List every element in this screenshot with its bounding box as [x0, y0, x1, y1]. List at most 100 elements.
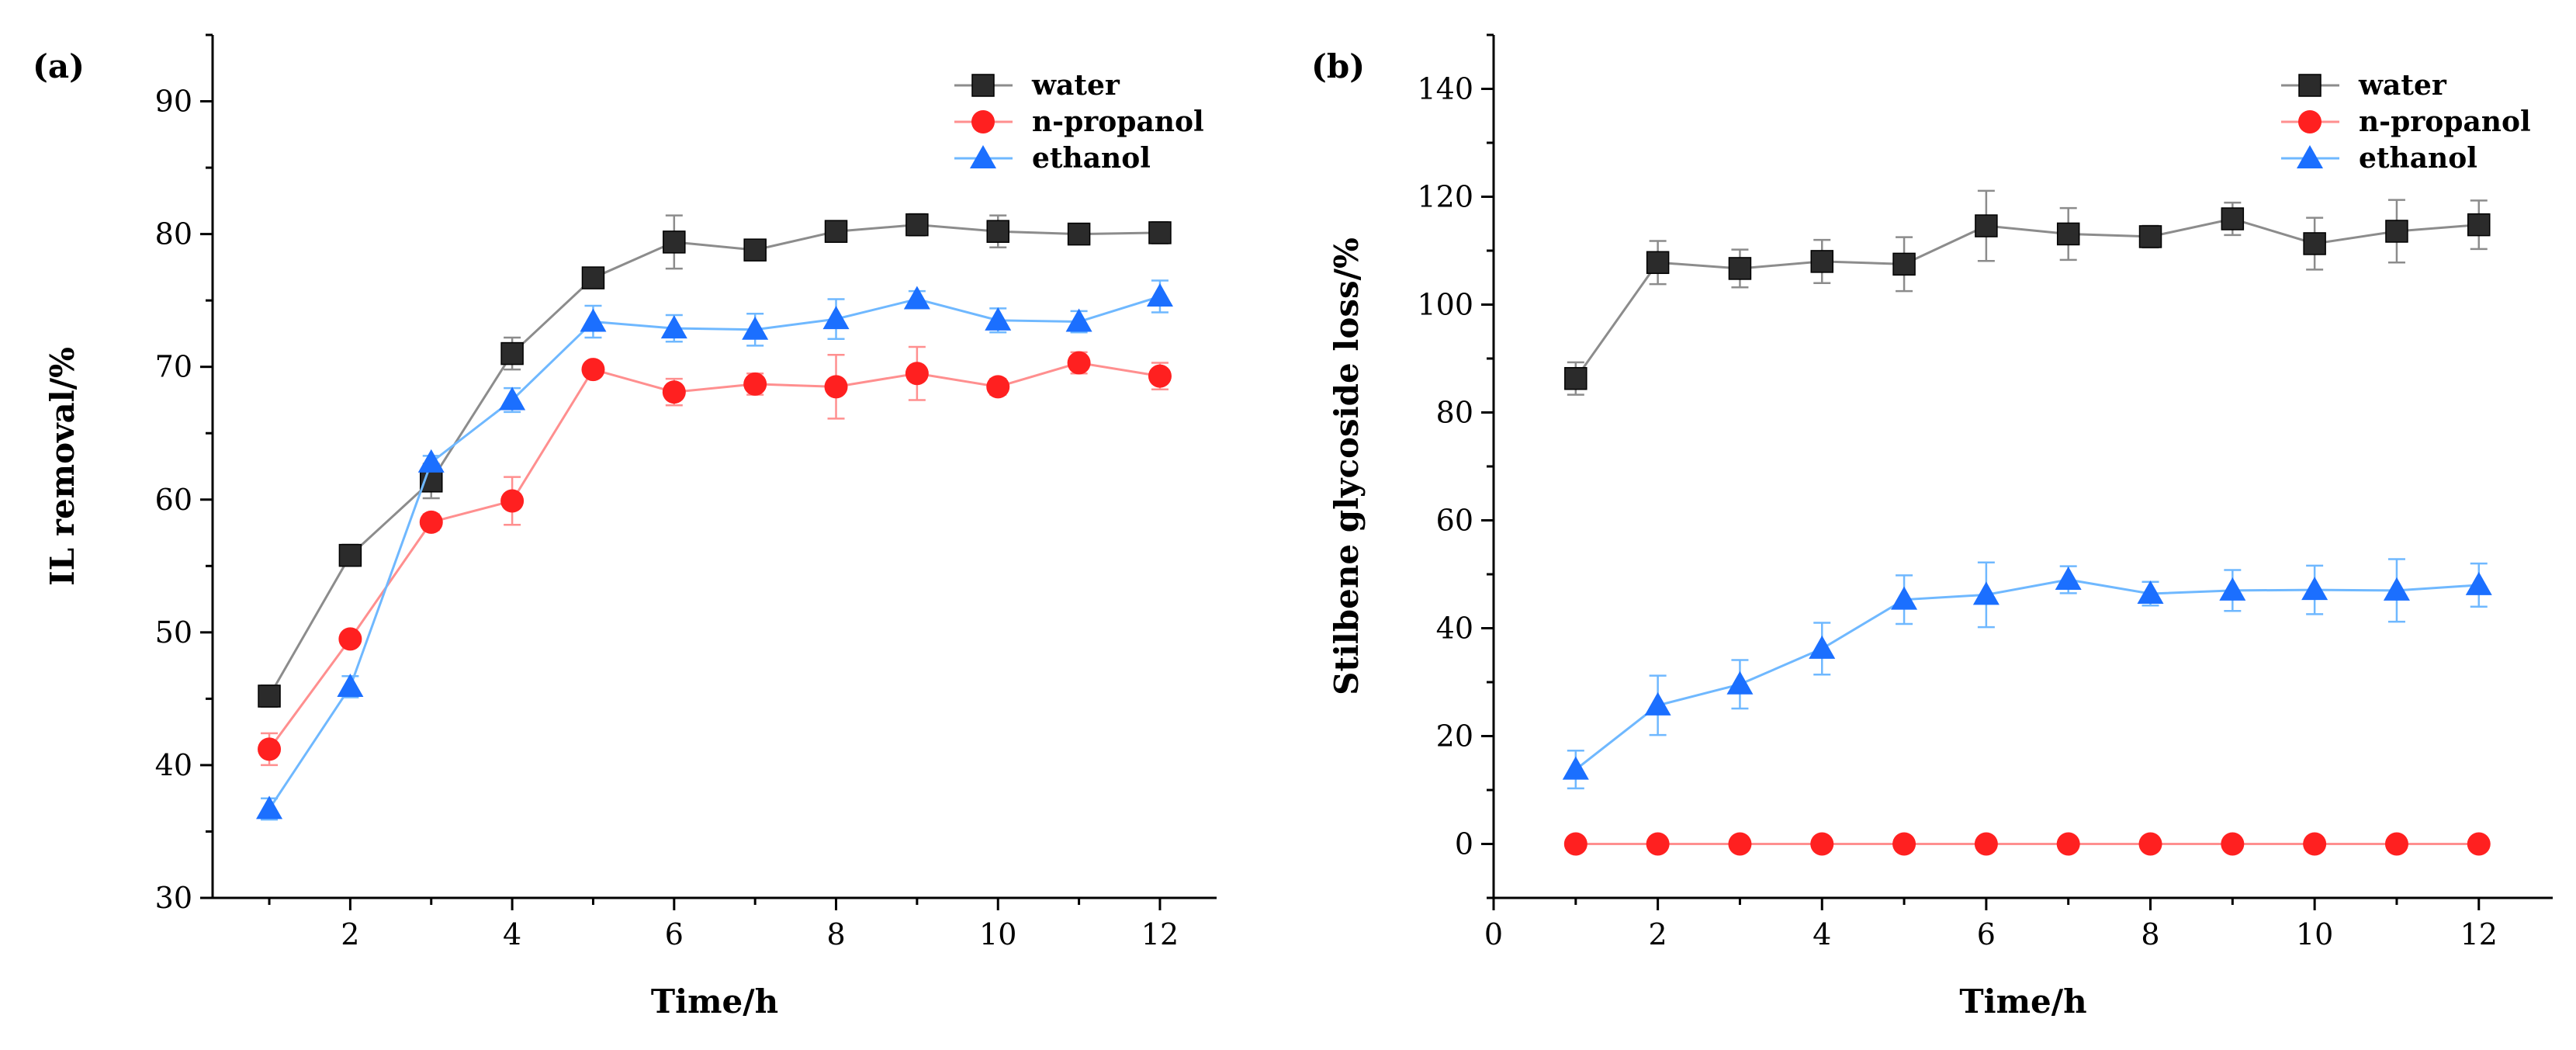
data-point-ethanol [1065, 308, 1092, 332]
data-point-ethanol [1644, 691, 1671, 716]
data-point-water [1975, 214, 1998, 237]
y-tick-label: 40 [155, 748, 192, 782]
series-line-water [268, 224, 1160, 697]
data-point-npropanol [419, 510, 443, 534]
data-point-ethanol [822, 306, 850, 330]
y-tick-label: 20 [1436, 719, 1473, 754]
series-line-ethanol [1574, 578, 2479, 771]
y-tick-label: 60 [155, 483, 192, 517]
y-tick-label: 90 [155, 85, 192, 119]
data-point-water [1810, 250, 1834, 273]
legend: water n-propanol ethanol [2281, 69, 2531, 175]
data-point-water [663, 230, 686, 254]
series-ethanol [1562, 558, 2492, 790]
x-tick-label: 4 [503, 917, 521, 951]
series-line-npropanol [268, 362, 1161, 750]
data-point-npropanol [500, 489, 525, 513]
data-point-ethanol [256, 795, 283, 820]
data-point-ethanol [2219, 577, 2246, 601]
data-point-ethanol [660, 315, 687, 339]
y-tick-label: 140 [1417, 72, 1473, 106]
data-point-npropanol [2138, 832, 2162, 856]
data-point-water [1564, 366, 1587, 390]
data-point-npropanol [1810, 832, 1834, 856]
x-tick-label: 10 [979, 917, 1016, 951]
data-point-npropanol [662, 380, 686, 404]
legend-marker-npropanol [2298, 110, 2322, 133]
x-tick-label: 0 [1484, 917, 1503, 951]
legend-marker-water [971, 74, 995, 97]
y-tick-label: 80 [1436, 396, 1473, 430]
data-point-npropanol [1974, 832, 1998, 856]
data-point-npropanol [581, 358, 605, 382]
data-point-npropanol [258, 737, 282, 761]
legend-label-npropanol: n-propanol [1032, 106, 1204, 138]
data-point-water [2303, 232, 2326, 255]
y-tick-label: 50 [155, 615, 192, 650]
data-point-water [2385, 220, 2408, 243]
legend-marker-ethanol [970, 145, 996, 168]
series-npropanol [1563, 832, 2491, 856]
data-point-ethanol [1146, 283, 1173, 307]
legend-marker-npropanol [971, 110, 995, 133]
data-point-water [905, 213, 929, 237]
data-point-ethanol [903, 286, 930, 310]
data-point-npropanol [1563, 832, 1587, 856]
x-tick-label: 6 [665, 917, 684, 951]
data-point-ethanol [1972, 581, 2000, 605]
x-tick-label: 2 [341, 917, 359, 951]
data-point-npropanol [1646, 832, 1670, 856]
y-axis-title: IL removal/% [43, 347, 81, 586]
data-point-npropanol [743, 372, 767, 396]
panel-b: 0 2 4 6 8 10 12020406080100120140Time/hStilben… [1311, 33, 2553, 1021]
data-point-ethanol [1809, 635, 1836, 659]
panel-label: (a) [33, 47, 85, 85]
data-point-npropanol [905, 362, 929, 386]
data-point-water [2138, 225, 2162, 248]
data-point-water [824, 220, 848, 243]
y-tick-label: 40 [1436, 612, 1473, 646]
data-point-water [1148, 221, 1172, 244]
x-tick-label: 4 [1813, 917, 1831, 951]
y-tick-label: 30 [155, 881, 192, 915]
y-tick-label: 80 [155, 217, 192, 251]
data-point-ethanol [2055, 566, 2082, 590]
y-tick-label: 70 [155, 350, 192, 384]
series-water [258, 213, 1172, 708]
y-tick-label: 120 [1417, 180, 1473, 214]
data-point-water [2056, 222, 2080, 246]
data-point-npropanol [1067, 351, 1091, 375]
data-point-water [338, 543, 362, 567]
legend-marker-ethanol [2297, 145, 2323, 168]
series-npropanol [258, 345, 1172, 767]
data-point-ethanol [2137, 580, 2164, 605]
series-water [1564, 189, 2491, 396]
data-point-water [1067, 222, 1091, 246]
data-point-water [1728, 257, 1752, 280]
x-tick-label: 8 [2141, 917, 2159, 951]
x-axis-title: Time/h [1959, 982, 2086, 1021]
legend-label-water: water [1031, 69, 1120, 102]
data-point-water [258, 684, 281, 708]
data-point-npropanol [2056, 832, 2080, 856]
y-axis-title: Stilbene glycoside loss/% [1328, 237, 1366, 695]
data-point-water [2221, 207, 2245, 230]
data-point-npropanol [338, 627, 362, 651]
x-tick-label: 2 [1649, 917, 1667, 951]
data-point-ethanol [337, 673, 364, 697]
data-point-ethanol [1891, 586, 1918, 610]
data-point-water [581, 266, 605, 289]
data-point-npropanol [2303, 832, 2327, 856]
x-tick-label: 6 [1977, 917, 1996, 951]
legend: water n-propanol ethanol [954, 69, 1204, 175]
series-ethanol [256, 279, 1173, 821]
data-point-ethanol [2383, 577, 2410, 601]
panel-a: 2 4 6 8 10 12 30 40 50 60 70 80 90 Time/h IL removal/%… [33, 33, 1217, 1021]
x-tick-label: 8 [826, 917, 845, 951]
data-point-npropanol [2384, 832, 2408, 856]
x-tick-label: 12 [1141, 917, 1179, 951]
data-point-npropanol [1148, 364, 1172, 388]
y-tick-label: 100 [1417, 288, 1473, 322]
data-point-ethanol [1562, 756, 1589, 780]
